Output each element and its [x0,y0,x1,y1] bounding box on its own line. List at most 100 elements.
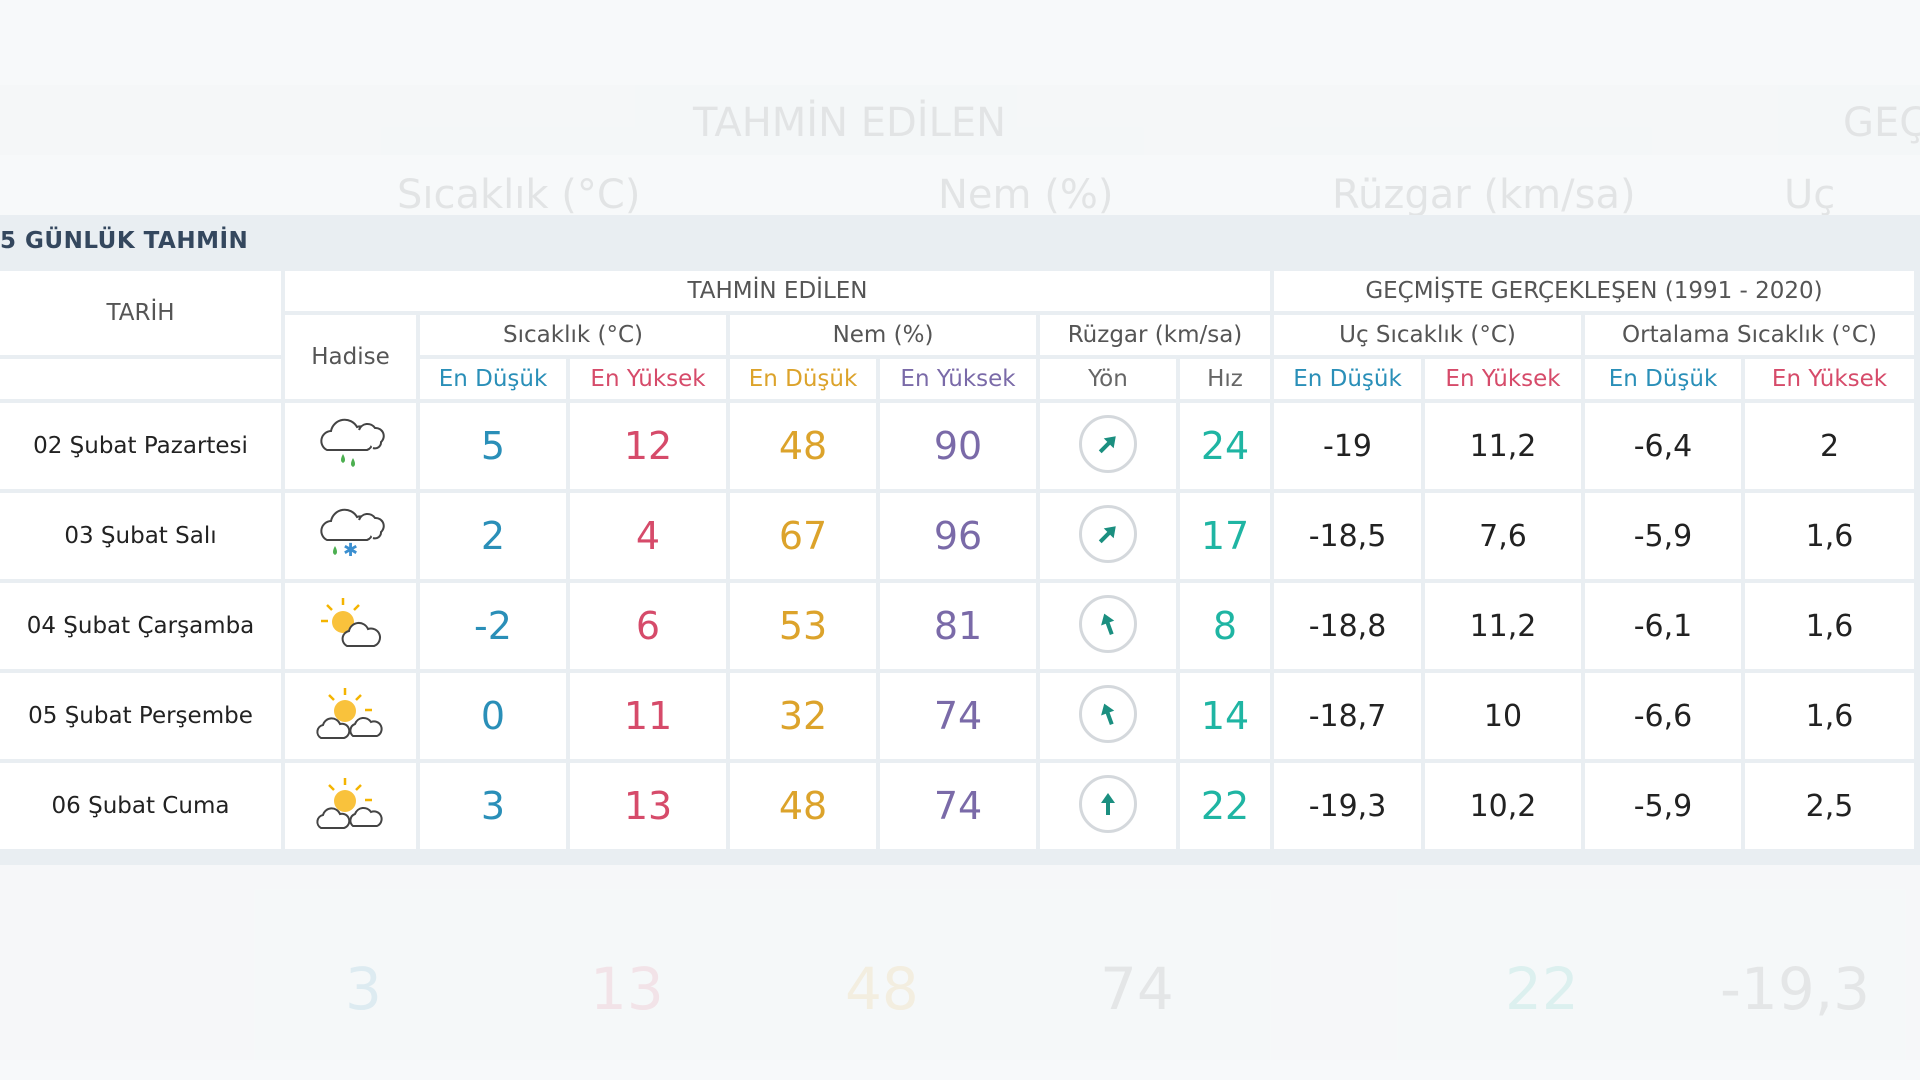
temp-min: 5 [420,403,566,489]
avg-min: -5,9 [1585,763,1741,849]
wind-direction [1040,403,1176,489]
table-row: 06 Şubat Cuma 3 13 48 74 [0,763,1914,849]
humidity-max: 96 [880,493,1036,579]
humidity-min: 48 [730,403,876,489]
wind-speed: 17 [1180,493,1270,579]
forecast-table: TARİH TAHMİN EDİLEN GEÇMİŞTE GERÇEKLEŞEN… [0,267,1918,853]
humidity-max: 74 [880,763,1036,849]
extreme-min: -18,5 [1274,493,1421,579]
subheader-hum-min: En Düşük [730,359,876,399]
wind-speed: 14 [1180,673,1270,759]
table-row: 02 Şubat Pazartesi 5 12 48 90 24 -19 11 [0,403,1914,489]
subheader-temp-max: En Yüksek [570,359,726,399]
avg-min: -5,9 [1585,493,1741,579]
humidity-max: 81 [880,583,1036,669]
sun-clouds-icon [285,763,416,849]
avg-max: 2 [1745,403,1914,489]
ghost-band-top [0,85,1920,155]
avg-min: -6,4 [1585,403,1741,489]
temp-max: 6 [570,583,726,669]
header-temperature: Sıcaklık (°C) [420,315,726,355]
humidity-min: 67 [730,493,876,579]
wind-arrow-icon [1079,685,1137,743]
wind-direction [1040,493,1176,579]
extreme-max: 11,2 [1425,403,1581,489]
humidity-max: 74 [880,673,1036,759]
row-date: 03 Şubat Salı [0,493,281,579]
ghost-band-bottom [0,860,1920,1060]
header-date-spacer [0,359,281,399]
table-row: 04 Şubat Çarşamba -2 6 53 81 [0,583,1914,669]
temp-min: 3 [420,763,566,849]
temp-min: 2 [420,493,566,579]
header-humidity: Nem (%) [730,315,1036,355]
subheader-extreme-max: En Yüksek [1425,359,1581,399]
row-date: 06 Şubat Cuma [0,763,281,849]
partly-cloudy-icon [285,583,416,669]
temp-min: -2 [420,583,566,669]
temp-max: 11 [570,673,726,759]
extreme-max: 7,6 [1425,493,1581,579]
sun-clouds-icon [285,673,416,759]
wind-direction [1040,673,1176,759]
extreme-min: -19,3 [1274,763,1421,849]
wind-arrow-icon [1079,595,1137,653]
avg-max: 1,6 [1745,673,1914,759]
panel-title: 5 GÜNLÜK TAHMİN [0,228,249,254]
ghost-tmin: 3 [345,955,382,1023]
row-date: 04 Şubat Çarşamba [0,583,281,669]
humidity-min: 32 [730,673,876,759]
wind-speed: 8 [1180,583,1270,669]
svg-text:✱: ✱ [343,540,358,561]
subheader-wind-speed: Hız [1180,359,1270,399]
avg-min: -6,6 [1585,673,1741,759]
table-row: 03 Şubat Salı ✱ 2 4 67 96 17 -18,5 7,6 [0,493,1914,579]
ghost-hmin: 48 [845,955,919,1023]
extreme-min: -19 [1274,403,1421,489]
extreme-max: 10 [1425,673,1581,759]
subheader-hum-max: En Yüksek [880,359,1036,399]
forecast-panel: 5 GÜNLÜK TAHMİN TARİH TAHMİN EDİLEN GEÇM… [0,215,1920,865]
table-row: 05 Şubat Perşembe 0 11 32 74 [0,673,1914,759]
ghost-wind: 22 [1505,955,1579,1023]
ghost-forecast-title: TAHMİN EDİLEN [693,100,1007,146]
temp-max: 13 [570,763,726,849]
extreme-min: -18,8 [1274,583,1421,669]
header-forecast-group: TAHMİN EDİLEN [285,271,1270,311]
subheader-avg-max: En Yüksek [1745,359,1914,399]
ghost-tmax: 13 [590,955,664,1023]
wind-arrow-icon [1079,415,1137,473]
sleet-cloud-icon: ✱ [285,493,416,579]
temp-max: 12 [570,403,726,489]
ghost-xmin: -19,3 [1720,955,1871,1023]
wind-arrow-icon [1079,775,1137,833]
avg-max: 1,6 [1745,493,1914,579]
header-phenomenon: Hadise [285,315,416,399]
header-date: TARİH [0,271,281,355]
header-history-group: GEÇMİŞTE GERÇEKLEŞEN (1991 - 2020) [1274,271,1914,311]
wind-direction [1040,763,1176,849]
subheader-temp-min: En Düşük [420,359,566,399]
wind-direction [1040,583,1176,669]
avg-min: -6,1 [1585,583,1741,669]
subheader-wind-direction: Yön [1040,359,1176,399]
subheader-avg-min: En Düşük [1585,359,1741,399]
extreme-min: -18,7 [1274,673,1421,759]
header-avg-temp: Ortalama Sıcaklık (°C) [1585,315,1914,355]
ghost-temp-header: Sıcaklık (°C) [397,172,641,218]
row-date: 02 Şubat Pazartesi [0,403,281,489]
humidity-min: 53 [730,583,876,669]
temp-min: 0 [420,673,566,759]
temp-max: 4 [570,493,726,579]
avg-max: 2,5 [1745,763,1914,849]
extreme-max: 11,2 [1425,583,1581,669]
wind-speed: 24 [1180,403,1270,489]
row-date: 05 Şubat Perşembe [0,673,281,759]
ghost-hmax: 74 [1100,955,1174,1023]
header-wind: Rüzgar (km/sa) [1040,315,1270,355]
ghost-wind-header: Rüzgar (km/sa) [1332,172,1636,218]
subheader-extreme-min: En Düşük [1274,359,1421,399]
wind-arrow-icon [1079,505,1137,563]
avg-max: 1,6 [1745,583,1914,669]
rain-cloud-icon [285,403,416,489]
